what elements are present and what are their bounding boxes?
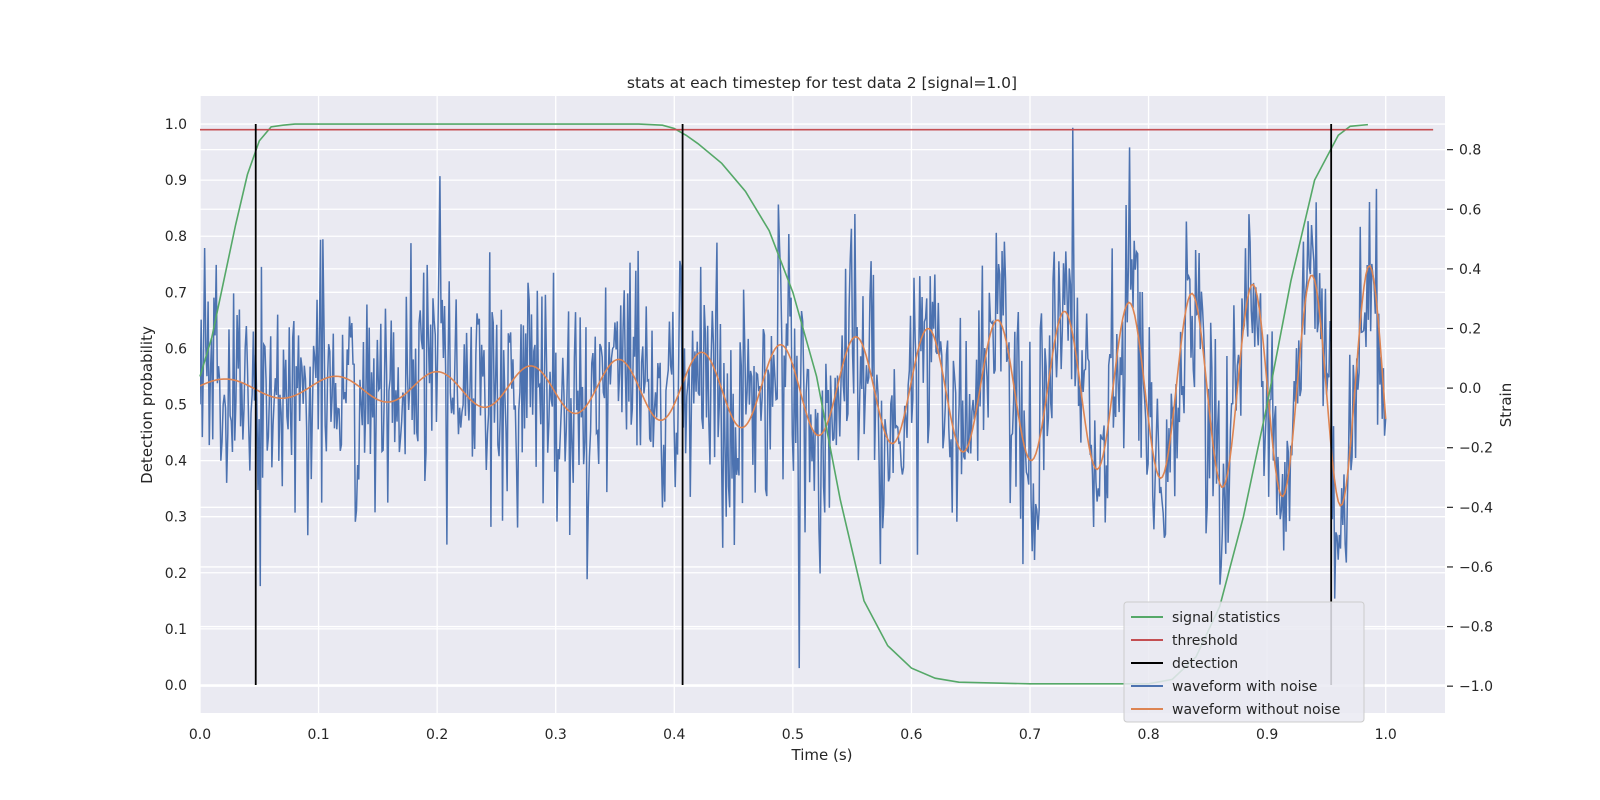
waveform-with-noise-line xyxy=(200,127,1387,669)
y2-tick-label: 0.0 xyxy=(1459,381,1481,397)
legend-label: waveform without noise xyxy=(1172,702,1340,718)
series-signal-statistics xyxy=(199,123,1369,685)
y2-tick-label: 0.6 xyxy=(1459,202,1481,218)
x-tick-label: 0.4 xyxy=(663,727,685,743)
legend-label: signal statistics xyxy=(1172,610,1280,626)
series-detection xyxy=(254,124,1333,685)
legend: signal statistics threshold detection wa… xyxy=(1123,601,1365,723)
y2-tick-label: 0.2 xyxy=(1459,321,1481,337)
legend-item-waveform-without-noise: waveform without noise xyxy=(1131,702,1340,718)
x-tick-label: 0.9 xyxy=(1256,727,1278,743)
y-tick-label: 0.2 xyxy=(165,566,187,582)
y2-tick-label: −0.2 xyxy=(1459,441,1493,457)
x-tick-label: 0.6 xyxy=(900,727,922,743)
waveform-without-noise-line xyxy=(200,264,1387,507)
legend-label: threshold xyxy=(1172,633,1238,649)
signal-statistics-line xyxy=(199,123,1369,685)
legend-label: waveform with noise xyxy=(1172,679,1317,695)
legend-item-signal-statistics: signal statistics xyxy=(1131,610,1280,626)
y-tick-label: 0.3 xyxy=(165,510,187,526)
legend-box xyxy=(1123,601,1365,723)
x-axis: 0.0 0.1 0.2 0.3 0.4 0.5 0.6 0.7 0.8 0.9 1.0 xyxy=(189,727,1397,743)
y-tick-label: 0.6 xyxy=(165,341,187,357)
y-tick-label: 0.1 xyxy=(165,622,187,638)
x-tick-label: 0.1 xyxy=(307,727,329,743)
y-tick-label: 0.8 xyxy=(165,229,187,245)
legend-item-waveform-with-noise: waveform with noise xyxy=(1131,679,1317,695)
y2-tick-label: 0.4 xyxy=(1459,262,1481,278)
y-axis-left: 0.0 0.1 0.2 0.3 0.4 0.5 0.6 0.7 0.8 0.9 1.0 xyxy=(165,117,187,694)
y-tick-label: 1.0 xyxy=(165,117,187,133)
chart-title: stats at each timestep for test data 2 [… xyxy=(627,74,1017,92)
y2-axis-label: Strain xyxy=(1497,383,1515,427)
x-tick-label: 0.7 xyxy=(1019,727,1041,743)
series-waveform-without-noise xyxy=(200,264,1387,507)
legend-item-threshold: threshold xyxy=(1131,633,1238,649)
y-axis-right: −1.0 −0.8 −0.6 −0.4 −0.2 0.0 0.2 0.4 0.6 0.8 xyxy=(1447,143,1493,695)
x-axis-label: Time (s) xyxy=(791,746,853,764)
legend-label: detection xyxy=(1172,656,1238,672)
x-tick-label: 0.2 xyxy=(426,727,448,743)
y2-tick-label: −0.6 xyxy=(1459,560,1493,576)
x-tick-label: 0.0 xyxy=(189,727,211,743)
y-tick-label: 0.7 xyxy=(165,285,187,301)
x-tick-label: 0.8 xyxy=(1137,727,1159,743)
x-tick-label: 0.3 xyxy=(545,727,567,743)
y2-tick-label: −1.0 xyxy=(1459,679,1493,695)
y-axis-label: Detection probability xyxy=(138,326,156,484)
y-tick-label: 0.0 xyxy=(165,678,187,694)
y2-tick-label: −0.4 xyxy=(1459,500,1493,516)
y2-tick-label: 0.8 xyxy=(1459,143,1481,159)
legend-item-detection: detection xyxy=(1131,656,1238,672)
y-tick-label: 0.9 xyxy=(165,173,187,189)
x-tick-label: 0.5 xyxy=(782,727,804,743)
y2-tick-label: −0.8 xyxy=(1459,620,1493,636)
y-tick-label: 0.5 xyxy=(165,398,187,414)
y-tick-label: 0.4 xyxy=(165,454,187,470)
x-tick-label: 1.0 xyxy=(1375,727,1397,743)
series-waveform-with-noise xyxy=(200,127,1387,669)
